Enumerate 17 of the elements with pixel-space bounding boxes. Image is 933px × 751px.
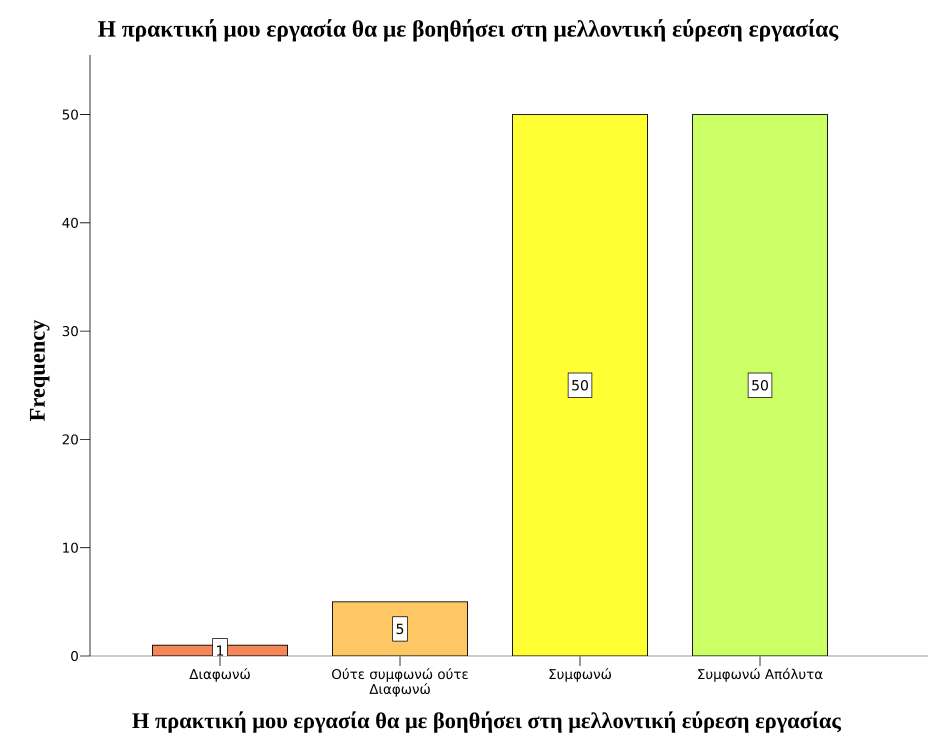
y-tick-label: 10 <box>63 542 78 553</box>
x-tick-label: Ούτε συμφωνώ ούτε Διαφωνώ <box>332 668 468 697</box>
x-tick-label: Διαφωνώ <box>189 668 250 682</box>
data-label: 1 <box>217 645 224 656</box>
data-label: 5 <box>396 624 404 634</box>
y-tick-label: 0 <box>71 650 78 662</box>
x-axis-title: Η πρακτική μου εργασία θα με βοηθήσει στη μελλοντική εύρεση εργασίας <box>132 711 842 733</box>
y-tick-label: 50 <box>62 109 78 120</box>
y-tick-label: 40 <box>62 218 78 228</box>
y-tick-label: 20 <box>62 434 78 444</box>
data-label: 50 <box>572 380 588 391</box>
x-tick-label: Συμφωνώ <box>549 668 611 682</box>
chart-title: Η πρακτική μου εργασία θα με βοηθήσει στη μελλοντική εύρεση εργασίας <box>98 19 838 42</box>
data-label: 50 <box>752 380 768 391</box>
x-tick-label: Συμφωνώ Απόλυτα <box>698 668 822 682</box>
y-axis-title: Frequency <box>30 320 50 421</box>
y-tick-label: 30 <box>62 326 78 336</box>
